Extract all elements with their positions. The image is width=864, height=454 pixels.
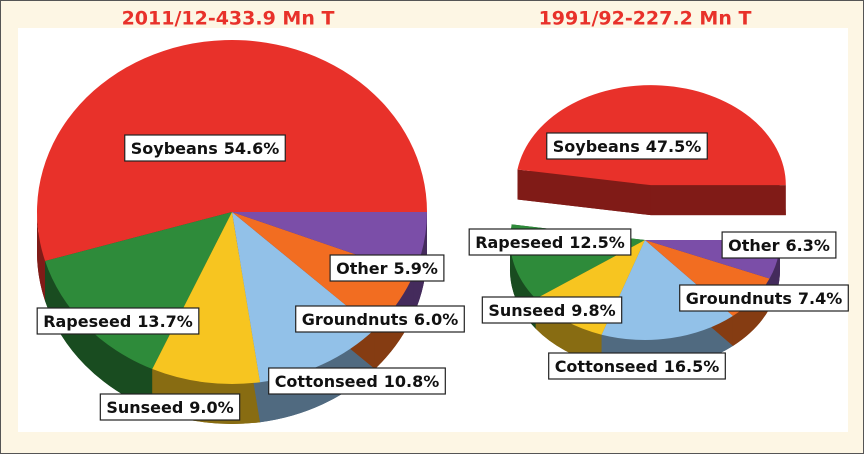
value-label: 6.3% <box>786 236 830 255</box>
category-label: Other <box>728 236 779 255</box>
label-box <box>481 296 623 324</box>
category-label: Soybeans <box>553 137 640 156</box>
label-text: Cottonseed 10.8% <box>275 372 440 391</box>
label-text: Soybeans 54.6% <box>131 139 279 158</box>
slice <box>601 240 733 340</box>
data-label: Other 5.9% <box>329 254 445 282</box>
label-text: Groundnuts 7.4% <box>686 289 843 308</box>
label-text: Rapeseed 12.5% <box>475 233 625 252</box>
label-box <box>36 307 200 335</box>
label-box <box>99 393 241 421</box>
category-label: Rapeseed <box>43 312 131 331</box>
category-label: Soybeans <box>131 139 218 158</box>
label-box <box>548 352 726 380</box>
category-label: Groundnuts <box>302 310 408 329</box>
label-box <box>124 134 286 162</box>
data-label: Rapeseed 12.5% <box>468 228 632 256</box>
label-box <box>295 305 465 333</box>
slice <box>232 212 375 383</box>
data-label: Soybeans 54.6% <box>124 134 286 162</box>
label-text: Groundnuts 6.0% <box>302 310 459 329</box>
value-label: 47.5% <box>646 137 702 156</box>
data-label: Other 6.3% <box>721 231 837 259</box>
label-text: Soybeans 47.5% <box>553 137 701 156</box>
value-label: 54.6% <box>224 139 280 158</box>
value-label: 9.8% <box>571 301 615 320</box>
slice <box>232 212 414 329</box>
label-text: Sunseed 9.0% <box>106 398 233 417</box>
label-text: Other 5.9% <box>336 259 438 278</box>
value-label: 10.8% <box>384 372 440 391</box>
data-label: Cottonseed 10.8% <box>268 367 446 395</box>
category-label: Rapeseed <box>475 233 563 252</box>
data-label: Soybeans 47.5% <box>546 132 708 160</box>
label-text: Other 6.3% <box>728 236 830 255</box>
slice-side <box>37 212 46 302</box>
label-text: Rapeseed 13.7% <box>43 312 193 331</box>
value-label: 12.5% <box>569 233 625 252</box>
category-label: Cottonseed <box>555 357 658 376</box>
label-box <box>721 231 837 259</box>
category-label: Other <box>336 259 387 278</box>
value-label: 5.9% <box>394 259 438 278</box>
label-box <box>468 228 632 256</box>
data-label: Groundnuts 6.0% <box>295 305 465 333</box>
data-label: Sunseed 9.0% <box>99 393 241 421</box>
data-label: Groundnuts 7.4% <box>679 284 849 312</box>
label-text: Cottonseed 16.5% <box>555 357 720 376</box>
category-label: Groundnuts <box>686 289 792 308</box>
slice-side <box>650 185 786 216</box>
value-label: 13.7% <box>137 312 193 331</box>
slice-side <box>517 169 651 216</box>
category-label: Cottonseed <box>275 372 378 391</box>
chart-title: 2011/12-433.9 Mn T <box>122 8 335 30</box>
label-box <box>679 284 849 312</box>
label-box <box>329 254 445 282</box>
label-box <box>546 132 708 160</box>
value-label: 7.4% <box>798 289 842 308</box>
value-label: 6.0% <box>414 310 458 329</box>
data-label: Sunseed 9.8% <box>481 296 623 324</box>
data-label: Rapeseed 13.7% <box>36 307 200 335</box>
data-label: Cottonseed 16.5% <box>548 352 726 380</box>
category-label: Sunseed <box>488 301 565 320</box>
label-box <box>268 367 446 395</box>
category-label: Sunseed <box>106 398 183 417</box>
chart-title: 1991/92-227.2 Mn T <box>539 8 752 30</box>
value-label: 16.5% <box>664 357 720 376</box>
label-text: Sunseed 9.8% <box>488 301 615 320</box>
slice <box>152 212 261 385</box>
value-label: 9.0% <box>189 398 233 417</box>
slice-side <box>45 261 153 409</box>
